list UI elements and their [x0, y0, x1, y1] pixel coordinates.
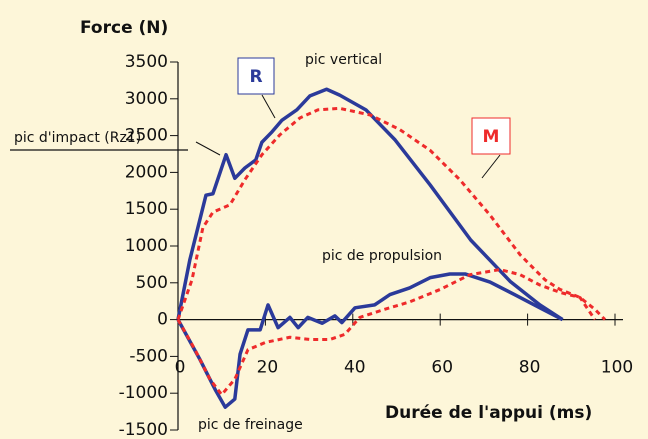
- y-tick-label: 1500: [125, 199, 168, 219]
- x-tick-label: 80: [519, 358, 541, 378]
- x-tick-label: 60: [431, 358, 453, 378]
- y-tick-label: 0: [157, 310, 168, 330]
- annotation: pic vertical: [305, 52, 382, 68]
- y-tick-label: -1000: [119, 383, 168, 403]
- arrow: [195, 141, 221, 156]
- y-tick-label: -500: [129, 346, 168, 366]
- y-tick-label: 500: [136, 273, 168, 293]
- x-tick-label: 20: [257, 358, 279, 378]
- x-tick-label: 100: [601, 358, 633, 378]
- x-tick-label: 0: [175, 358, 186, 378]
- y-tick-label: 1000: [125, 236, 168, 256]
- series-line: [176, 268, 597, 397]
- y-tick-label: 3000: [125, 89, 168, 109]
- series-line: [176, 87, 564, 322]
- annotation: pic de propulsion: [322, 248, 442, 264]
- x-axis-title: Durée de l'appui (ms): [385, 403, 592, 423]
- annotation: pic de freinage: [198, 417, 303, 433]
- series-line: [176, 106, 607, 321]
- y-tick-label: 3500: [125, 52, 168, 72]
- x-tick-label: 40: [344, 358, 366, 378]
- y-tick-label: 2500: [125, 126, 168, 146]
- legend-box: [237, 57, 275, 95]
- legend-label: R: [249, 67, 262, 87]
- arrow: [481, 154, 501, 179]
- annotation: pic d'impact (Rz1): [14, 130, 141, 146]
- series-line: [176, 272, 564, 409]
- y-tick-label: -1500: [119, 420, 168, 439]
- legend-box: [471, 117, 511, 155]
- y-tick-label: 2000: [125, 162, 168, 182]
- legend-label: M: [483, 127, 500, 147]
- y-axis-title: Force (N): [80, 18, 168, 38]
- arrow: [261, 94, 276, 119]
